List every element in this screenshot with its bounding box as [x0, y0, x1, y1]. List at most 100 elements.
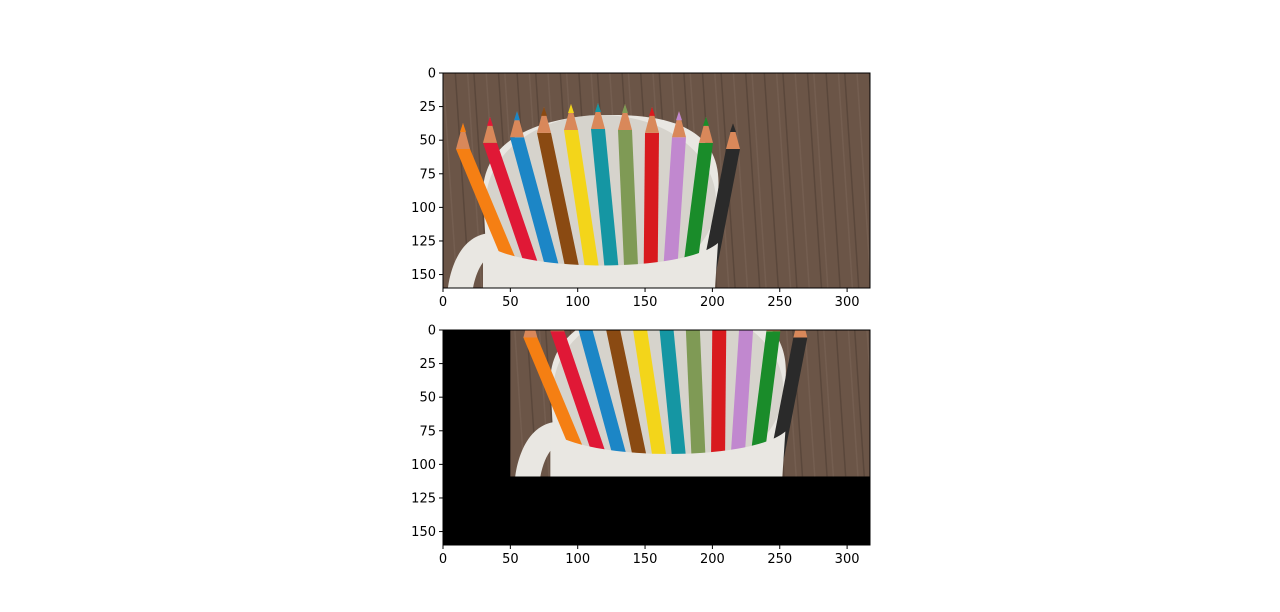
pencil-body	[662, 137, 686, 288]
pencil-body	[685, 330, 707, 477]
wood-grain	[853, 330, 865, 477]
y-tick-label: 0	[428, 324, 436, 339]
pencil-tip-wood	[456, 123, 470, 149]
pencil-body	[747, 331, 781, 477]
pencil-tip-wood	[793, 330, 808, 338]
cup-front	[550, 431, 786, 477]
y-tick-label: 75	[419, 167, 436, 182]
pencil	[618, 103, 639, 288]
wood-grain	[763, 73, 780, 288]
wood-grain	[823, 330, 835, 477]
x-tick-label: 100	[565, 552, 590, 567]
y-tick-label: 25	[419, 100, 436, 115]
pencil-body	[456, 149, 528, 288]
pencil	[537, 106, 584, 288]
pencil	[658, 291, 688, 477]
wood-grain	[937, 261, 951, 476]
pencil-lead	[730, 123, 736, 132]
pencil-lead	[568, 103, 574, 113]
image-area	[443, 73, 870, 288]
x-tick-label: 300	[835, 552, 860, 567]
pencil-tip-wood	[537, 106, 551, 133]
pencil	[662, 111, 686, 288]
pencil-lead	[541, 106, 547, 116]
cup-front	[483, 243, 718, 288]
pencil-body	[578, 330, 633, 477]
pencil-body	[564, 129, 602, 288]
x-tick-label: 50	[502, 552, 519, 567]
pencil-body	[483, 142, 547, 288]
y-tick-label: 50	[419, 134, 436, 149]
image-area	[443, 261, 951, 545]
pencil	[643, 106, 659, 288]
x-tick-label: 200	[700, 295, 725, 310]
wood-grain	[881, 261, 895, 476]
pencil	[591, 103, 621, 288]
axes-frame	[442, 72, 871, 289]
wood-grain	[782, 73, 798, 288]
pencil	[680, 116, 713, 288]
wood-grain	[804, 330, 816, 477]
pencil-body	[633, 330, 670, 477]
wood-grain	[847, 330, 859, 477]
image-content	[510, 261, 951, 477]
pencil	[729, 300, 754, 477]
pencil	[523, 330, 596, 477]
axes-frame	[442, 329, 871, 546]
pencil-body	[510, 137, 565, 288]
pencil-tip-wood	[564, 103, 578, 130]
pencil	[604, 295, 651, 477]
pencil-tip-wood	[550, 330, 565, 332]
original-image-panel: 0 50 100 150 200 250 300 0 25 50 75 100 125 150	[411, 67, 871, 310]
wood-grain	[875, 261, 889, 476]
wood-grain	[816, 330, 828, 477]
pencil-lead	[797, 311, 803, 320]
wood-grain	[856, 73, 870, 285]
pencil-lead	[622, 103, 628, 113]
wood-grain	[732, 73, 749, 288]
pencil-body	[523, 337, 596, 477]
pencil	[564, 103, 602, 288]
pencil-tip-wood	[699, 116, 713, 143]
image-content	[443, 73, 870, 288]
y-tick-label: 0	[428, 67, 436, 82]
y-tick-label: 150	[411, 525, 436, 540]
pencil-tip-wood	[726, 123, 740, 149]
x-tick-label: 300	[835, 295, 860, 310]
wood-grain	[775, 73, 792, 288]
shifted-image-plot: 0 50 100 150 200 250 300 0 25 50 75 100 125 150	[411, 324, 871, 567]
wood-grain	[744, 73, 761, 288]
wood-grain	[835, 330, 847, 477]
x-tick-label: 200	[700, 552, 725, 567]
pencil-lead	[608, 295, 614, 304]
y-tick-label: 50	[419, 391, 436, 406]
wood-grain	[443, 73, 458, 288]
pencil	[456, 123, 528, 288]
y-tick-label: 125	[411, 491, 436, 506]
pencil-lead	[554, 305, 560, 314]
x-tick-label: 150	[633, 295, 658, 310]
shifted-image-panel: 0 50 100 150 200 250 300 0 25 50 75 100 125 150	[411, 324, 871, 567]
pencil-tip-wood	[739, 300, 753, 326]
wood-grain	[514, 330, 526, 477]
pencil	[510, 111, 565, 288]
pencil-body	[710, 330, 727, 477]
pencil-tip-wood	[658, 291, 672, 317]
pencil-tip-wood	[645, 106, 659, 133]
x-tick-label: 0	[439, 295, 447, 310]
y-tick-label: 75	[419, 424, 436, 439]
pencil-tip-wood	[483, 116, 497, 143]
pencil-body	[618, 129, 639, 288]
wood-grain	[837, 73, 854, 288]
x-tick-label: 0	[439, 552, 447, 567]
pencil-body	[591, 129, 621, 288]
x-tick-label: 250	[767, 552, 792, 567]
pencil	[710, 330, 727, 477]
pencil-body	[643, 132, 659, 288]
pencil-body	[537, 132, 584, 288]
pencil-body	[659, 330, 688, 477]
pencil-tip-wood	[604, 295, 618, 321]
y-tick-label: 100	[411, 201, 436, 216]
pencil	[578, 330, 633, 477]
wood-grain	[924, 261, 938, 476]
